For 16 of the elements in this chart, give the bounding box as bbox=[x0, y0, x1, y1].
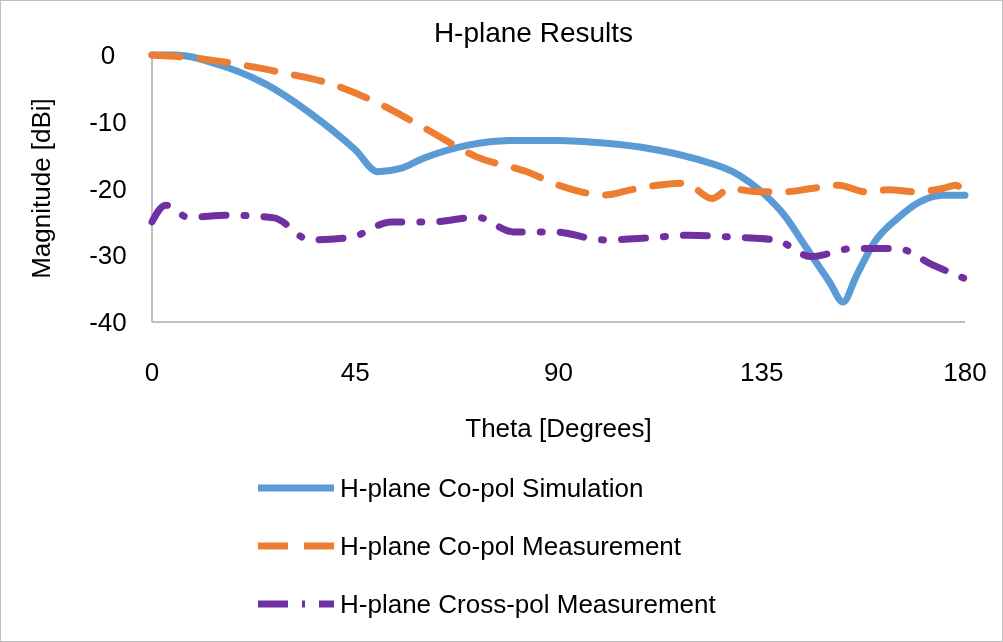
x-tick-label: 0 bbox=[144, 357, 160, 387]
x-tick-label: 90 bbox=[544, 357, 573, 387]
y-tick-label: -40 bbox=[89, 307, 127, 337]
x-axis-title: Theta [Degrees] bbox=[465, 413, 652, 443]
y-tick-label: 0 bbox=[100, 40, 116, 70]
x-tick-label: 180 bbox=[943, 357, 987, 387]
legend-label: H-plane Co-pol Measurement bbox=[340, 531, 682, 561]
chart-title: H-plane Results bbox=[433, 17, 634, 48]
x-tick-label: 135 bbox=[740, 357, 784, 387]
y-tick-label: -20 bbox=[89, 173, 127, 204]
y-tick-label: -30 bbox=[89, 240, 127, 271]
y-tick-label: -10 bbox=[89, 106, 127, 137]
y-axis-title: Magnitude [dBi] bbox=[26, 98, 56, 279]
x-tick-label: 45 bbox=[340, 357, 370, 387]
legend-label: H-plane Cross-pol Measurement bbox=[340, 589, 717, 619]
legend-label: H-plane Co-pol Simulation bbox=[340, 473, 644, 503]
